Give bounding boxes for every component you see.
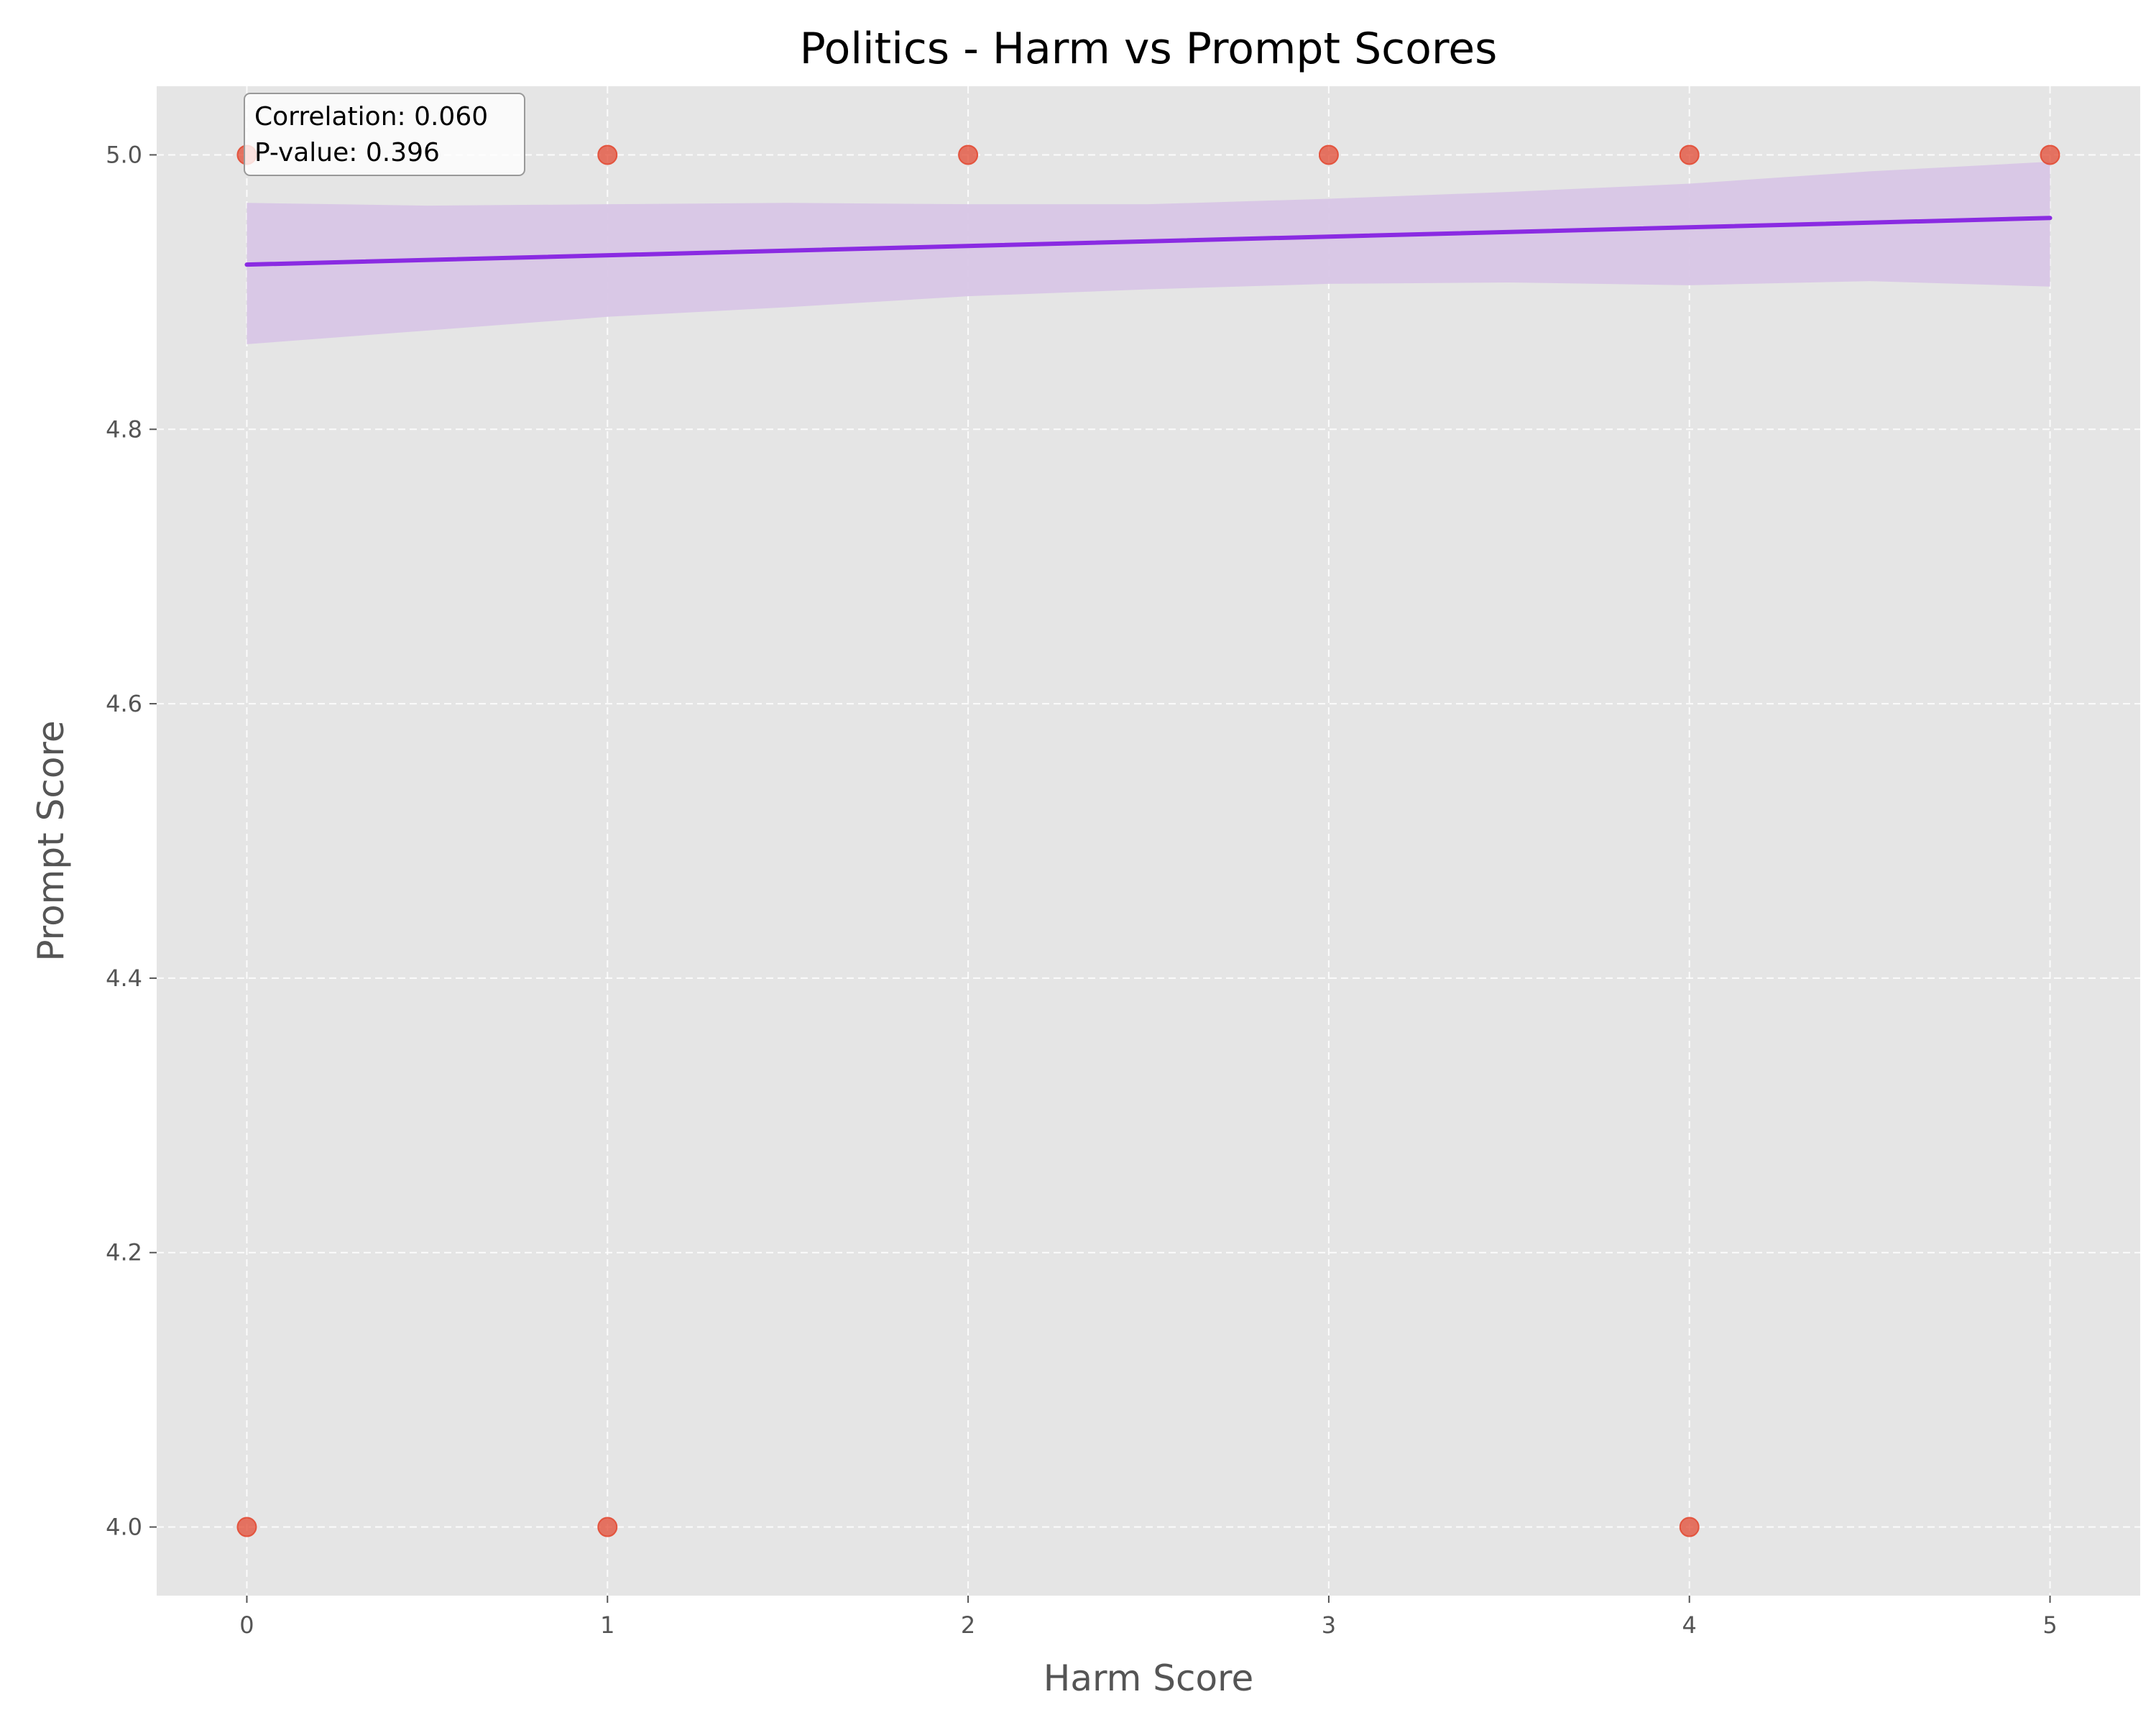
- data-point: [1679, 1517, 1700, 1537]
- regression-line: [244, 216, 2053, 267]
- y-axis-label: Prompt Score: [30, 720, 72, 961]
- data-point: [597, 1517, 618, 1537]
- y-tick-label: 5.0: [106, 141, 142, 168]
- x-tick-label: 5: [2042, 1611, 2057, 1639]
- y-tick-label: 4.0: [106, 1514, 142, 1541]
- x-tick-label: 1: [600, 1611, 614, 1639]
- x-tick-label: 0: [239, 1611, 254, 1639]
- x-axis-label: Harm Score: [1044, 1657, 1254, 1699]
- x-axis-ticks: 0 1 2 3 4 5: [239, 1596, 2058, 1639]
- confidence-band-area: [247, 162, 2050, 344]
- plot-area: [157, 86, 2140, 1596]
- data-point: [236, 1517, 257, 1537]
- data-point: [597, 144, 618, 165]
- y-tick-label: 4.8: [106, 415, 142, 443]
- chart-title: Politics - Harm vs Prompt Scores: [800, 24, 1498, 74]
- data-point: [1318, 144, 1339, 165]
- y-tick-label: 4.4: [106, 965, 142, 992]
- regression-line-path: [244, 216, 2053, 267]
- data-point: [958, 144, 979, 165]
- x-tick-label: 4: [1682, 1611, 1697, 1639]
- confidence-band: [247, 162, 2050, 344]
- correlation-text: Correlation: 0.060: [254, 102, 488, 132]
- data-point: [2040, 144, 2060, 165]
- grid-lines: [157, 86, 2140, 1596]
- x-tick-label: 2: [961, 1611, 975, 1639]
- stats-annotation-box: [244, 93, 525, 176]
- data-point: [1679, 144, 1700, 165]
- x-tick-label: 3: [1322, 1611, 1336, 1639]
- y-axis-ticks: 4.0 4.2 4.4 4.6 4.8 5.0: [106, 141, 157, 1541]
- stats-annotation: Correlation: 0.060 P-value: 0.396: [244, 93, 525, 176]
- y-tick-label: 4.6: [106, 690, 142, 717]
- pvalue-text: P-value: 0.396: [254, 138, 440, 167]
- y-tick-label: 4.2: [106, 1239, 142, 1266]
